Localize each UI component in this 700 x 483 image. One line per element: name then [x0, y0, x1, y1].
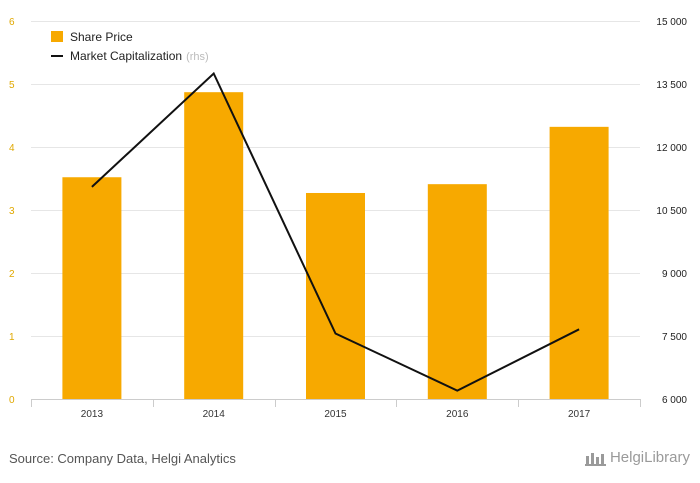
x-tick-label: 2015 — [324, 409, 347, 420]
y-right-tick-label: 13 500 — [656, 80, 687, 91]
x-tick-label: 2017 — [568, 409, 591, 420]
legend: Share Price Market Capitalization (rhs) — [51, 30, 209, 63]
y-axis-left: 0 1 2 3 4 5 6 — [9, 17, 15, 406]
x-tick-label: 2013 — [81, 409, 104, 420]
y-left-tick-label: 6 — [9, 17, 15, 28]
bar-2014 — [184, 92, 244, 399]
legend-swatch-share-price — [51, 31, 63, 42]
y-left-tick-label: 0 — [9, 395, 15, 406]
x-axis: 2013 2014 2015 2016 2017 — [81, 409, 591, 420]
y-left-tick-label: 1 — [9, 332, 15, 343]
y-left-tick-label: 3 — [9, 206, 15, 217]
svg-text:Market Capitalization(rhs): Market Capitalization (rhs) — [70, 49, 209, 63]
y-right-tick-label: 7 500 — [662, 332, 687, 343]
legend-label-market-cap: Market Capitalization — [70, 49, 182, 63]
bar-series-share-price — [62, 92, 609, 399]
y-right-tick-label: 15 000 — [656, 17, 687, 28]
brand-name: HelgiLibrary — [609, 449, 690, 466]
y-right-tick-label: 9 000 — [662, 269, 687, 280]
bar-2015 — [306, 192, 365, 399]
x-axis-tick-marks — [31, 399, 641, 407]
bar-2013 — [62, 177, 122, 399]
line-series-market-capitalization — [91, 71, 580, 392]
x-tick-label: 2014 — [203, 409, 226, 420]
y-right-tick-label: 12 000 — [656, 143, 687, 154]
bar-2017 — [549, 126, 609, 399]
y-left-tick-label: 2 — [9, 269, 15, 280]
brand-logo: HelgiLibrary — [584, 449, 690, 466]
chart: 0 1 2 3 4 5 6 6 000 7 500 9 000 10 500 12 000 13 50… — [9, 17, 687, 420]
legend-label-rhs: (rhs) — [186, 51, 209, 63]
helgi-logo-icon — [584, 452, 606, 466]
y-axis-right: 6 000 7 500 9 000 10 500 12 000 13 500 15 000 — [656, 17, 687, 406]
y-right-tick-label: 6 000 — [662, 395, 687, 406]
bar-2016 — [427, 184, 487, 399]
y-left-tick-label: 4 — [9, 143, 15, 154]
legend-label-share-price: Share Price — [70, 30, 133, 44]
source-note: Source: Company Data, Helgi Analytics — [9, 451, 236, 466]
x-tick-label: 2016 — [446, 409, 469, 420]
y-left-tick-label: 5 — [9, 80, 15, 91]
y-right-tick-label: 10 500 — [656, 206, 687, 217]
